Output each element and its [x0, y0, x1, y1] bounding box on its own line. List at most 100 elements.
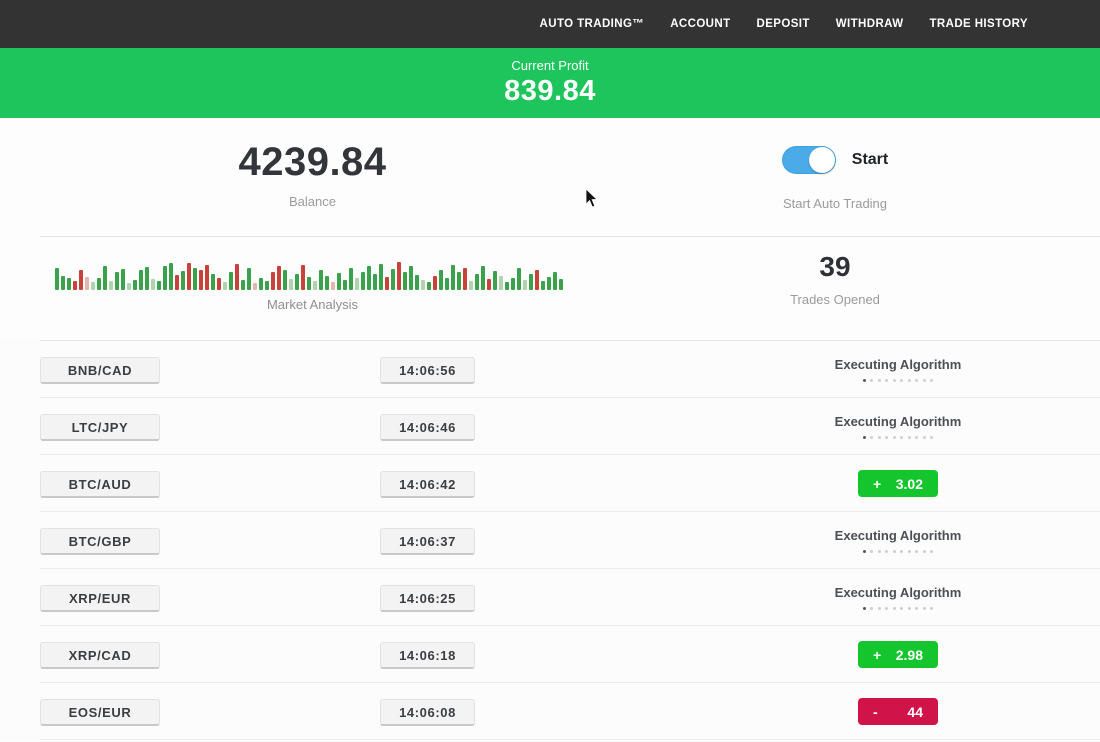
progress-dot — [862, 379, 866, 382]
badge-sign: - — [873, 703, 878, 720]
profit-banner: Current Profit 839.84 — [0, 48, 1100, 118]
pair-chip: LTC/JPY — [40, 414, 160, 441]
candle-bar — [361, 272, 365, 290]
progress-dot — [922, 379, 926, 382]
progress-dot — [877, 436, 881, 439]
candle-bar — [547, 277, 551, 290]
trade-row-xrp-eur: XRP/EUR 14:06:25 Executing Algorithm — [0, 569, 1100, 626]
auto-trading-block: Start Start Auto Trading — [700, 146, 970, 211]
candle-bar — [211, 274, 215, 290]
candle-bar — [61, 276, 65, 290]
progress-dot — [870, 550, 874, 553]
candle-bar — [175, 275, 179, 290]
candle-bar — [133, 280, 137, 290]
progress-dot — [885, 607, 889, 610]
candle-bar — [139, 270, 143, 290]
trade-row-ltc-jpy: LTC/JPY 14:06:46 Executing Algorithm — [0, 398, 1100, 455]
candle-bar — [463, 268, 467, 290]
executing-algorithm-label: Executing Algorithm — [834, 528, 962, 543]
progress-dot — [930, 607, 934, 610]
candle-bar — [469, 281, 473, 290]
candle-bar — [103, 266, 107, 290]
progress-dots — [862, 436, 934, 439]
progress-dot — [885, 379, 889, 382]
time-chip: 14:06:18 — [380, 642, 475, 669]
nav-item-deposit[interactable]: DEPOSIT — [756, 18, 810, 30]
candle-bar — [223, 282, 227, 290]
candle-bar — [403, 272, 407, 290]
trades-opened-value: 39 — [819, 251, 851, 282]
nav-item-account[interactable]: ACCOUNT — [670, 18, 731, 30]
candle-bar — [499, 276, 503, 290]
toggle-start-label: Start — [851, 151, 889, 168]
time-chip: 14:06:56 — [380, 357, 475, 384]
candle-bar — [475, 274, 479, 290]
progress-dot — [900, 436, 904, 439]
trade-status: Executing Algorithm — [798, 569, 998, 626]
badge-amount: 3.02 — [895, 475, 923, 492]
candle-bar — [511, 278, 515, 290]
progress-dot — [862, 550, 866, 553]
candle-bar — [85, 277, 89, 290]
progress-dot — [922, 550, 926, 553]
candle-bar — [289, 279, 293, 290]
current-profit-label: Current Profit — [511, 58, 589, 73]
loss-badge: - 44 — [858, 698, 938, 725]
candle-bar — [451, 265, 455, 290]
candle-bar — [367, 266, 371, 290]
pair-chip: BNB/CAD — [40, 357, 160, 384]
candle-bar — [79, 270, 83, 290]
market-analysis-section: Market Analysis 39 Trades Opened — [0, 237, 1100, 341]
candle-bar — [553, 272, 557, 290]
nav-item-trade-history[interactable]: TRADE HISTORY — [929, 18, 1028, 30]
candle-bar — [187, 263, 191, 290]
candle-bar — [157, 281, 161, 290]
auto-trading-caption: Start Auto Trading — [782, 196, 888, 211]
auto-trading-toggle[interactable] — [781, 146, 836, 174]
progress-dot — [900, 379, 904, 382]
trade-row-bnb-cad: BNB/CAD 14:06:56 Executing Algorithm — [0, 341, 1100, 398]
candle-bar — [325, 276, 329, 290]
badge-sign: + — [873, 475, 882, 492]
badge-sign: + — [873, 646, 882, 663]
balance-label: Balance — [289, 194, 336, 209]
candle-bar — [439, 270, 443, 290]
badge-amount: 2.98 — [895, 646, 923, 663]
candle-bar — [247, 268, 251, 290]
candle-bar — [481, 266, 485, 290]
time-chip: 14:06:08 — [380, 699, 475, 726]
candle-bar — [355, 278, 359, 290]
candle-bar — [559, 279, 563, 290]
nav-item-withdraw[interactable]: WITHDRAW — [835, 18, 904, 30]
candle-bar — [91, 282, 95, 290]
progress-dot — [877, 379, 881, 382]
progress-dot — [930, 550, 934, 553]
balance-value: 4239.84 — [238, 140, 387, 184]
progress-dot — [900, 607, 904, 610]
pair-chip: EOS/EUR — [40, 699, 160, 726]
time-chip: 14:06:37 — [380, 528, 475, 555]
candle-bar — [529, 274, 533, 290]
candle-bar — [331, 282, 335, 290]
trade-row-eos-eur: EOS/EUR 14:06:08 - 44 — [0, 683, 1100, 740]
trade-status: Executing Algorithm — [798, 512, 998, 569]
candle-bar — [493, 271, 497, 290]
progress-dot — [930, 436, 934, 439]
nav-item-auto-trading[interactable]: AUTO TRADING™ — [539, 18, 645, 30]
executing-algorithm-label: Executing Algorithm — [834, 357, 962, 372]
candle-bar — [115, 272, 119, 290]
candle-bar — [169, 263, 173, 290]
progress-dots — [862, 379, 934, 382]
candle-bar — [487, 279, 491, 290]
account-summary-section: 4239.84 Balance Start Start Auto Trading — [0, 118, 1100, 237]
progress-dot — [862, 607, 866, 610]
progress-dot — [885, 550, 889, 553]
progress-dot — [870, 379, 874, 382]
progress-dot — [915, 436, 919, 439]
pair-chip: XRP/CAD — [40, 642, 160, 669]
progress-dot — [870, 436, 874, 439]
trade-status: Executing Algorithm — [798, 341, 998, 398]
candle-bar — [277, 266, 281, 290]
candle-bar — [109, 281, 113, 290]
